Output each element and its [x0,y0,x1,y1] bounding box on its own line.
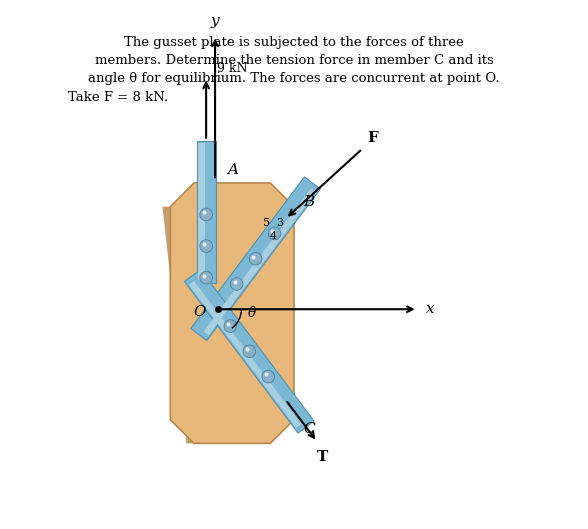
Text: The gusset plate is subjected to the forces of three: The gusset plate is subjected to the for… [124,35,464,49]
Text: A: A [227,163,238,177]
Text: Take F = 8 kN.: Take F = 8 kN. [68,91,168,104]
Text: 9 kN: 9 kN [216,62,247,75]
Circle shape [249,252,262,265]
Polygon shape [189,281,301,428]
Text: members. Determine the tension force in member C and its: members. Determine the tension force in … [95,54,493,67]
Text: 5: 5 [263,218,270,228]
Text: 3: 3 [276,218,283,228]
Polygon shape [185,270,314,433]
Polygon shape [171,183,294,443]
Circle shape [200,208,212,221]
Circle shape [243,345,256,358]
Text: x: x [426,302,434,316]
Polygon shape [203,188,316,335]
Text: angle θ for equilibrium. The forces are concurrent at point O.: angle θ for equilibrium. The forces are … [88,72,500,85]
Circle shape [200,240,212,252]
Circle shape [268,227,281,240]
Text: θ: θ [248,306,256,321]
Text: C: C [303,422,315,436]
Text: y: y [211,14,219,28]
Circle shape [262,370,275,383]
Circle shape [224,320,236,332]
Text: 4: 4 [270,231,277,241]
Text: T: T [317,450,329,464]
Polygon shape [191,177,320,341]
Circle shape [200,271,212,284]
Text: B: B [303,195,315,209]
Circle shape [230,278,243,290]
Bar [196,141,216,283]
Text: O: O [193,305,206,319]
Text: F: F [368,131,379,144]
Polygon shape [162,207,194,443]
Bar [198,143,205,280]
